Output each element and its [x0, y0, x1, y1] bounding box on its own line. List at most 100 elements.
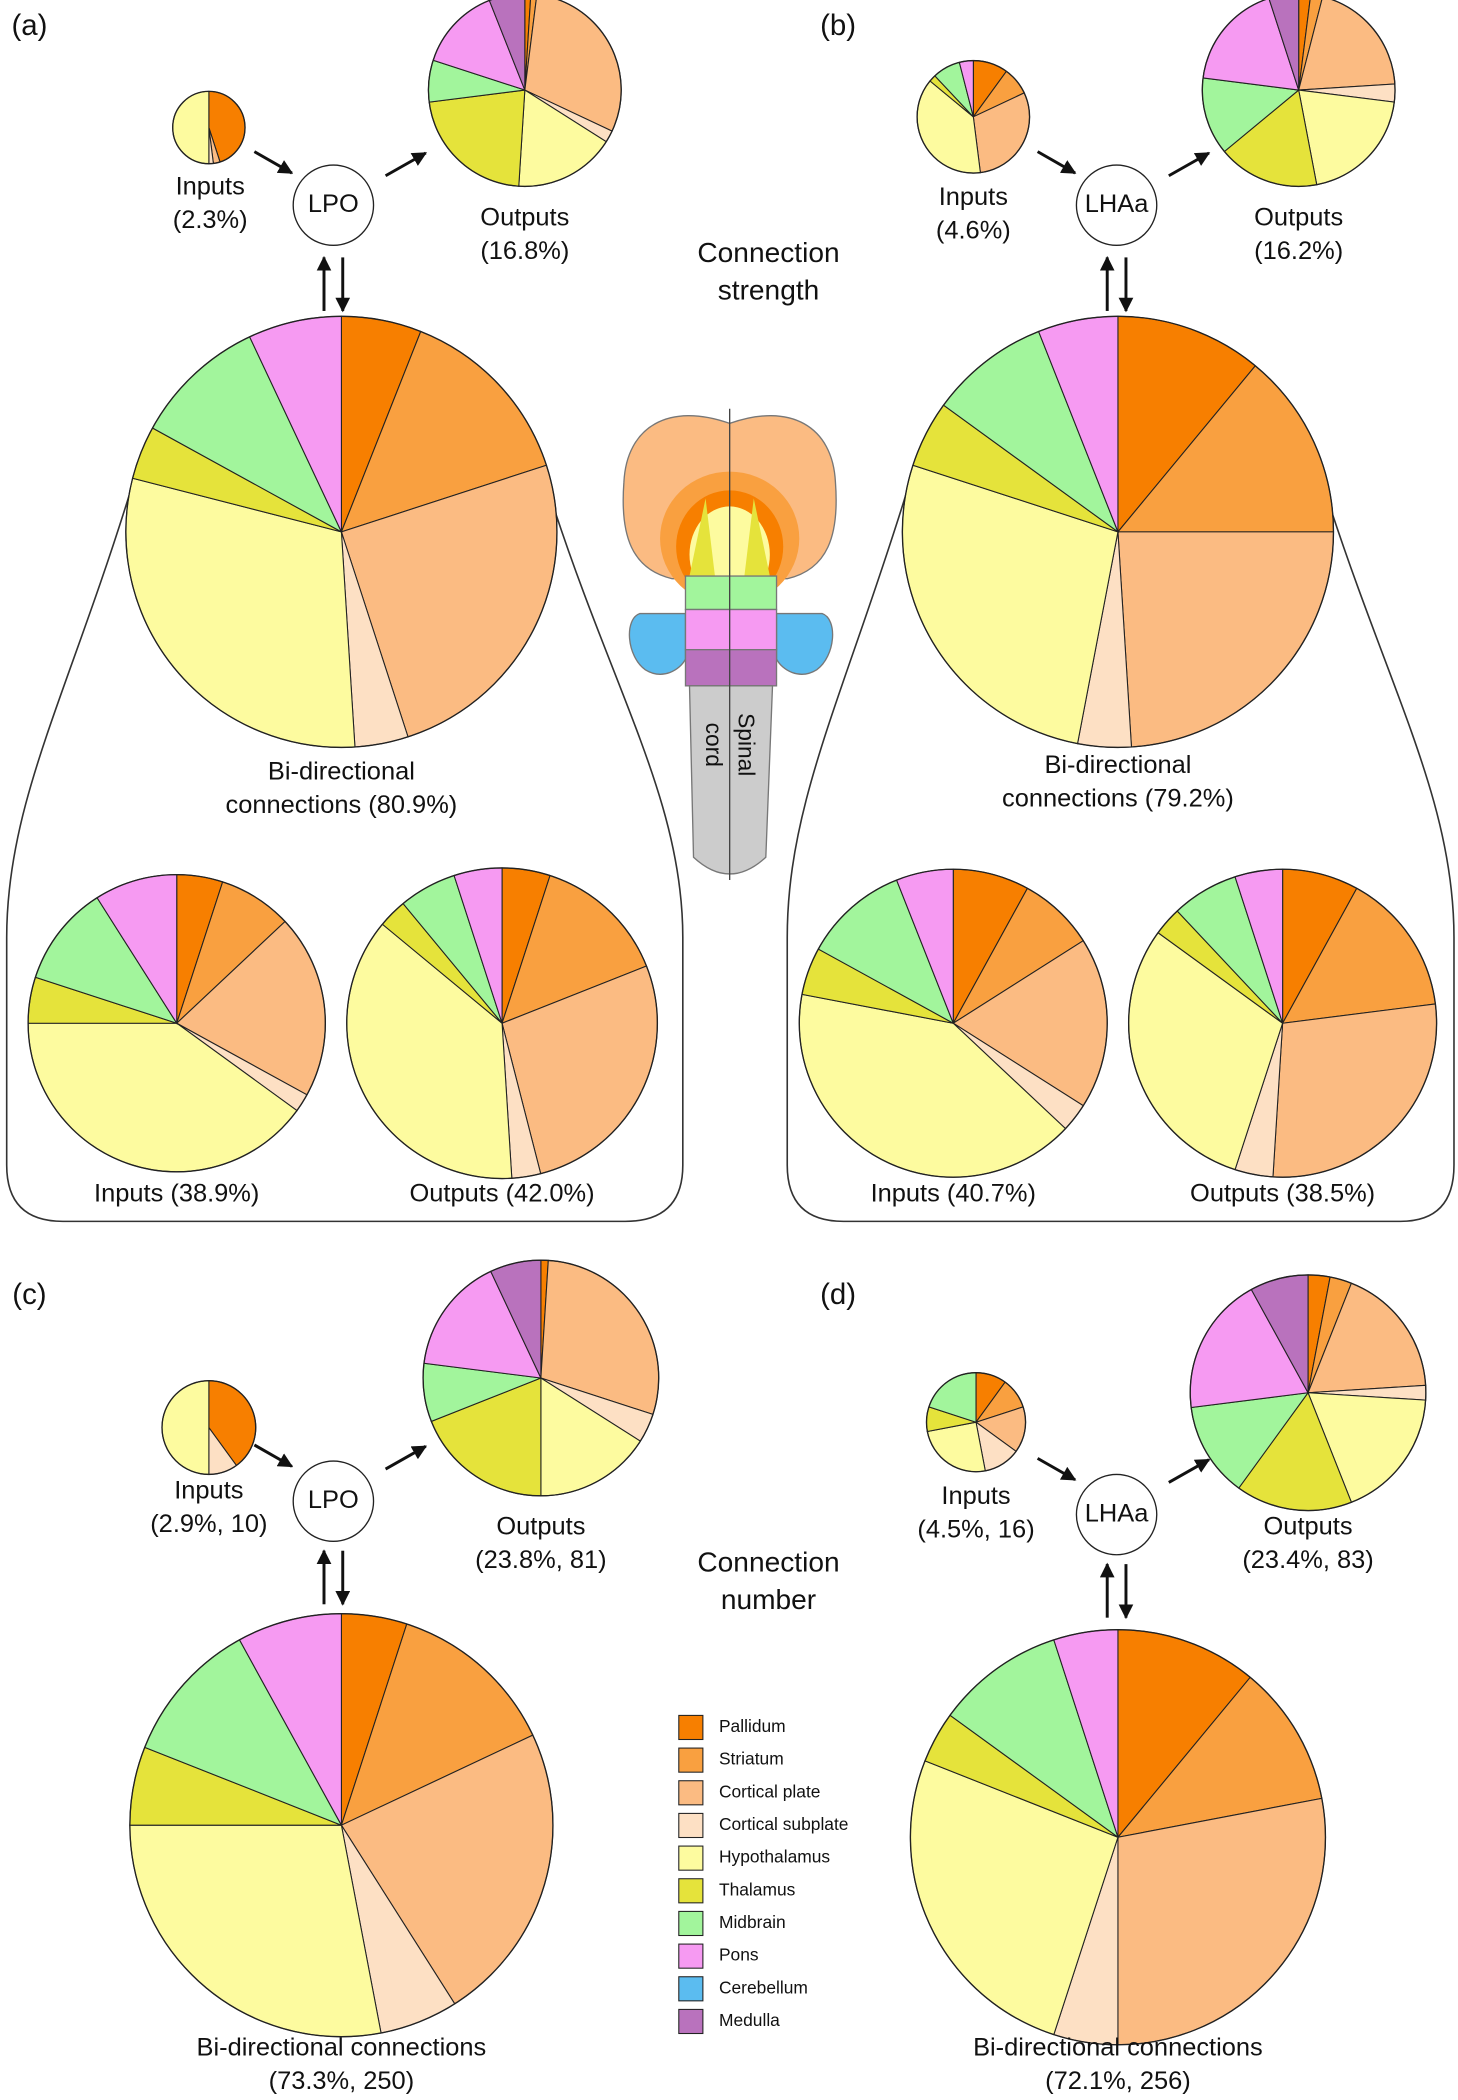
pie-outline: [1201, 0, 1396, 188]
legend-label: Pons: [719, 1945, 759, 1965]
pie-title: (73.3%, 250): [269, 2067, 415, 2095]
node-label: LPO: [308, 1486, 359, 1514]
panel-label: (b): [820, 9, 856, 42]
section-title: number: [721, 1584, 816, 1615]
pie-slice: [172, 90, 210, 165]
arrow: [1168, 1458, 1211, 1484]
pie-outline: [909, 1629, 1327, 2046]
legend-label: Pallidum: [719, 1716, 786, 1736]
legend-swatch: [678, 1747, 704, 1773]
node-label: LHAa: [1085, 190, 1149, 218]
brain-label: cord: [701, 723, 727, 767]
pie-slice: [1298, 0, 1323, 91]
pie-outline: [427, 0, 622, 188]
legend-swatch: [678, 1812, 704, 1839]
pie-title: (2.9%, 10): [150, 1510, 267, 1538]
pie-title: connections (80.9%): [226, 791, 458, 819]
legend-label: Hypothalamus: [719, 1847, 830, 1867]
brain-label: Spinal: [733, 713, 759, 776]
pie-title: (23.4%, 83): [1242, 1546, 1373, 1574]
legend-swatch: [678, 1976, 704, 2002]
pie-title: Inputs: [939, 183, 1008, 211]
pie-outline: [172, 90, 246, 165]
pie-title: (4.5%, 16): [917, 1515, 1034, 1543]
pie-slice: [1268, 0, 1300, 91]
legend-label: Midbrain: [719, 1912, 786, 1932]
section-title: Connection: [697, 237, 839, 268]
pie-title: (72.1%, 256): [1045, 2067, 1191, 2095]
pie-title: Outputs: [1264, 1513, 1353, 1541]
legend-swatch: [678, 1780, 704, 1806]
arrow: [1036, 150, 1077, 175]
node: [292, 164, 375, 247]
pie-title: (23.8%, 81): [475, 1546, 606, 1574]
legend-label: Thalamus: [719, 1879, 796, 1899]
pie-title: (16.8%): [480, 237, 569, 265]
pie-outline: [798, 868, 1108, 1178]
legend-swatch: [678, 1910, 704, 1937]
pie-outline: [129, 1612, 554, 2038]
pie-title: Outputs: [1254, 203, 1343, 231]
pie-outline: [1189, 1274, 1427, 1512]
node: [292, 1460, 375, 1543]
pie-title: Inputs: [176, 173, 245, 201]
pie-outline: [346, 867, 659, 1180]
arrow: [1168, 151, 1211, 178]
arrow: [253, 1443, 294, 1468]
panel-label: (d): [820, 1278, 856, 1311]
pie-title: Inputs (40.7%): [871, 1179, 1036, 1207]
legend-swatch: [678, 2008, 704, 2035]
pie-outline: [125, 315, 558, 749]
pie-slice: [1117, 1797, 1326, 2046]
pie-outline: [422, 1259, 660, 1497]
pie-outline: [1127, 868, 1438, 1178]
legend-label: Medulla: [719, 2010, 780, 2030]
pie-title: Bi-directional connections: [197, 2033, 487, 2061]
section-title: strength: [718, 275, 820, 306]
enclosure: [786, 492, 1455, 1223]
pie-title: Outputs (38.5%): [1190, 1179, 1375, 1207]
arrow: [253, 150, 294, 175]
panel-label: (a): [11, 9, 47, 42]
legend-swatch: [678, 1845, 704, 1871]
pie-slice: [1272, 1003, 1438, 1178]
pie-title: (2.3%): [173, 206, 248, 234]
pie-title: Inputs (38.9%): [94, 1179, 259, 1207]
pie-outline: [925, 1371, 1027, 1473]
arrow: [1036, 1457, 1077, 1482]
pie-outline: [161, 1380, 257, 1476]
pie-title: Outputs (42.0%): [410, 1179, 595, 1207]
legend-label: Cortical plate: [719, 1781, 820, 1801]
pie-slice: [1298, 0, 1311, 91]
pie-slice: [524, 0, 532, 91]
pie-slice: [1117, 531, 1335, 748]
pie-slice: [428, 89, 526, 187]
pie-title: connections (79.2%): [1002, 784, 1234, 812]
legend-label: Cerebellum: [719, 1977, 808, 1997]
legend-label: Striatum: [719, 1749, 784, 1769]
pie-title: Outputs: [480, 203, 569, 231]
pie-slice: [129, 1824, 382, 2038]
legend-swatch: [678, 1878, 704, 1904]
panel-label: (c): [12, 1278, 46, 1311]
pie-title: (4.6%): [936, 217, 1011, 245]
pie-title: Bi-directional: [1044, 751, 1191, 779]
pie-slice: [161, 1380, 210, 1475]
node-label: LHAa: [1085, 1499, 1149, 1527]
pie-title: Bi-directional connections: [973, 2033, 1263, 2061]
pie-title: Inputs: [174, 1477, 243, 1505]
node: [1075, 1473, 1158, 1556]
pie-outline: [27, 873, 327, 1173]
arrow: [384, 1445, 428, 1471]
pie-outline: [901, 315, 1335, 749]
arrow: [384, 151, 428, 178]
legend-label: Cortical subplate: [719, 1814, 849, 1834]
node-label: LPO: [308, 190, 359, 218]
pie-outline: [916, 59, 1031, 174]
arrows: [253, 150, 1211, 1620]
pie-title: Bi-directional: [268, 758, 415, 786]
pie-title: Outputs: [496, 1513, 585, 1541]
section-title: Connection: [697, 1547, 839, 1578]
